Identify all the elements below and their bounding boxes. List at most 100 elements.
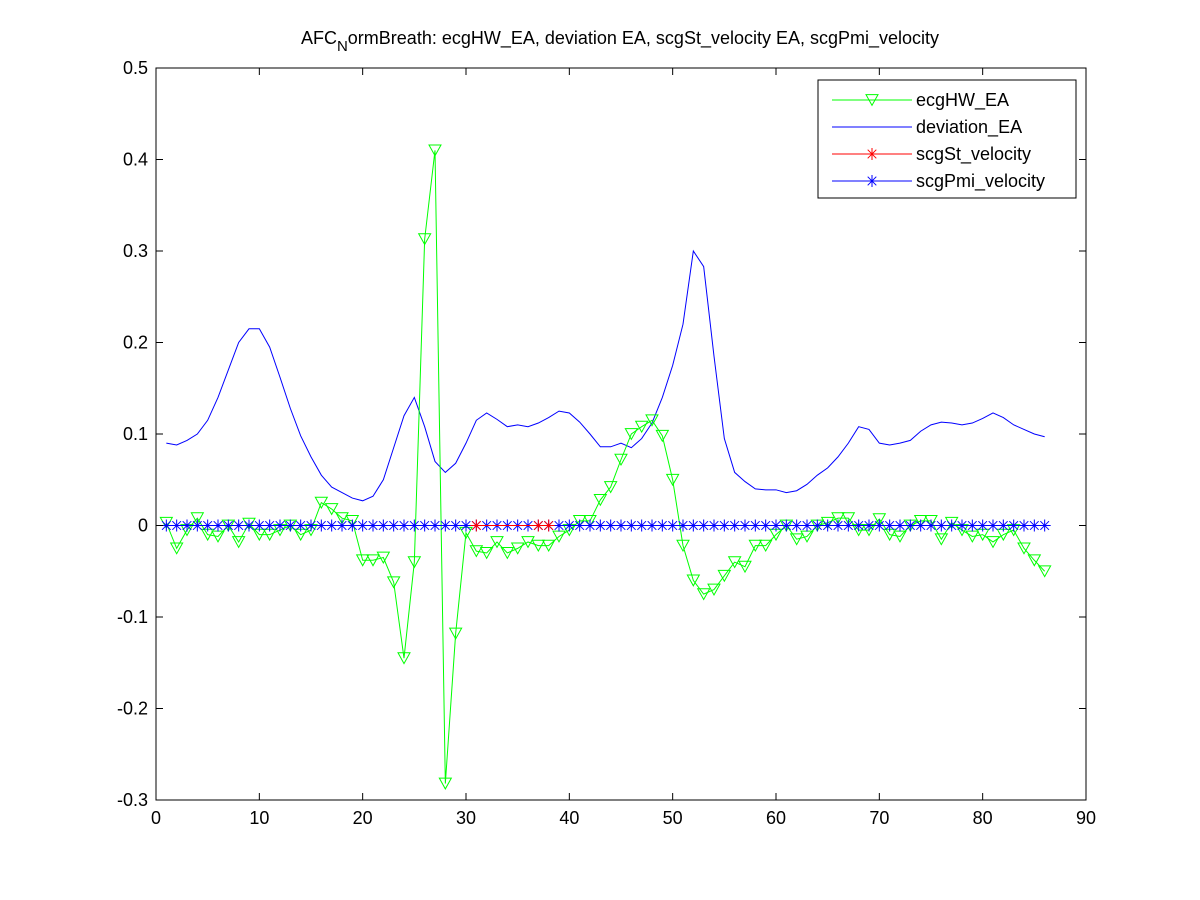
data-point-ecghw-ea	[490, 536, 504, 549]
data-point-scgpmi-velocity	[1018, 519, 1030, 532]
data-point-ecghw-ea	[521, 536, 535, 549]
data-point-ecghw-ea	[407, 556, 422, 569]
data-point-scgpmi-velocity	[625, 519, 638, 532]
data-point-scgpmi-velocity	[976, 519, 989, 532]
data-point-scgpmi-velocity	[842, 519, 855, 532]
data-point-scgpmi-velocity	[604, 519, 617, 532]
data-point-ecghw-ea	[1017, 542, 1031, 555]
data-point-scgpmi-velocity	[367, 519, 379, 532]
series-scgpmi-velocity	[160, 519, 1051, 532]
data-point-scgpmi-velocity	[615, 519, 627, 532]
data-point-scgpmi-velocity	[739, 519, 751, 532]
data-point-scgpmi-velocity	[904, 519, 917, 532]
data-point-scgpmi-velocity	[749, 519, 762, 532]
legend-label: scgPmi_velocity	[916, 171, 1045, 192]
data-point-scgpmi-velocity	[460, 519, 472, 532]
data-point-ecghw-ea	[872, 513, 887, 526]
data-point-scgpmi-velocity	[656, 519, 669, 532]
data-point-ecghw-ea	[169, 542, 184, 555]
legend: ecgHW_EA deviation_EA scgSt_velocity scgPmi…	[817, 79, 1077, 199]
y-tick-label: -0.3	[117, 790, 148, 810]
x-tick-label: 70	[869, 808, 889, 828]
data-point-scgpmi-velocity	[201, 519, 214, 532]
data-point-scgpmi-velocity	[759, 519, 772, 532]
data-point-scgpmi-velocity	[449, 519, 462, 532]
x-tick-label: 90	[1076, 808, 1096, 828]
x-tick-label: 50	[663, 808, 683, 828]
chart-title-subscript: N	[337, 38, 348, 55]
data-point-ecghw-ea	[841, 512, 856, 525]
data-point-scgpmi-velocity	[573, 519, 586, 532]
data-point-scgpmi-velocity	[677, 519, 689, 532]
data-point-scgpmi-velocity	[170, 519, 183, 532]
data-point-ecghw-ea	[572, 515, 587, 528]
data-point-scgpmi-velocity	[1028, 519, 1041, 532]
data-point-scgpmi-velocity	[863, 519, 875, 532]
data-point-ecghw-ea	[624, 428, 639, 441]
data-point-scgpmi-velocity	[666, 519, 679, 532]
data-point-ecghw-ea	[335, 512, 349, 525]
data-point-ecghw-ea	[645, 414, 659, 427]
x-axis: 0 10 20 30 40 50 60 70 80 90	[151, 68, 1096, 828]
data-point-scgpmi-velocity	[987, 519, 999, 532]
series-deviation-ea	[166, 249, 1045, 502]
legend-item-scgst-velocity: scgSt_velocity	[832, 144, 1031, 165]
data-point-scgpmi-velocity	[697, 519, 710, 532]
data-point-scgpmi-velocity	[945, 519, 958, 532]
data-point-scgpmi-velocity	[821, 519, 834, 532]
data-point-scgpmi-velocity	[801, 519, 813, 532]
data-point-scgpmi-velocity	[584, 519, 596, 532]
data-point-scgpmi-velocity	[935, 519, 948, 532]
data-point-scgpmi-velocity	[852, 519, 865, 532]
x-tick-label: 60	[766, 808, 786, 828]
data-point-ecghw-ea	[324, 503, 339, 516]
data-point-scgst-velocity	[470, 519, 483, 532]
data-point-ecghw-ea	[1027, 554, 1042, 567]
data-point-scgpmi-velocity	[408, 519, 421, 532]
data-point-ecghw-ea	[428, 144, 442, 157]
series-scgst-velocity	[470, 519, 555, 532]
data-point-ecghw-ea	[417, 233, 432, 246]
data-point-scgpmi-velocity	[429, 519, 441, 532]
data-point-ecghw-ea	[448, 627, 463, 640]
data-point-scgpmi-velocity	[728, 519, 741, 532]
data-point-scgpmi-velocity	[191, 519, 204, 532]
data-point-ecghw-ea	[531, 539, 546, 553]
data-point-scgpmi-velocity	[325, 519, 338, 532]
data-point-scgpmi-velocity	[718, 519, 731, 532]
data-point-ecghw-ea	[717, 569, 732, 583]
data-point-ecghw-ea	[655, 429, 670, 443]
y-tick-label: -0.1	[117, 607, 148, 627]
data-point-scgpmi-velocity	[336, 519, 348, 532]
data-point-scgpmi-velocity	[790, 519, 803, 532]
x-tick-label: 40	[559, 808, 579, 828]
x-tick-label: 80	[973, 808, 993, 828]
data-point-scgpmi-velocity	[997, 519, 1010, 532]
data-point-scgpmi-velocity	[646, 519, 658, 532]
data-point-scgpmi-velocity	[1007, 519, 1020, 532]
data-point-ecghw-ea	[758, 539, 773, 553]
data-point-scgpmi-velocity	[832, 519, 844, 532]
data-point-ecghw-ea	[242, 517, 256, 531]
data-point-scgpmi-velocity	[553, 519, 565, 532]
data-point-ecghw-ea	[665, 473, 680, 487]
data-point-ecghw-ea	[355, 554, 370, 567]
data-point-ecghw-ea	[366, 554, 380, 567]
data-point-scgpmi-velocity	[811, 519, 824, 532]
legend-swatch-marker	[866, 148, 878, 160]
data-point-ecghw-ea	[934, 533, 949, 546]
data-point-ecghw-ea	[314, 496, 329, 510]
legend-item-scgpmi-velocity: scgPmi_velocity	[832, 171, 1045, 192]
data-point-scgpmi-velocity	[914, 519, 927, 532]
data-point-ecghw-ea	[438, 777, 453, 790]
series-layer	[159, 144, 1052, 790]
data-point-ecghw-ea	[603, 481, 618, 494]
data-point-ecghw-ea	[1037, 565, 1052, 578]
data-point-scgpmi-velocity	[305, 519, 317, 532]
data-point-ecghw-ea	[583, 515, 597, 528]
x-tick-label: 30	[456, 808, 476, 828]
data-point-scgst-velocity	[532, 519, 545, 532]
data-point-scgpmi-velocity	[780, 519, 793, 532]
y-tick-label: 0.1	[123, 424, 148, 444]
